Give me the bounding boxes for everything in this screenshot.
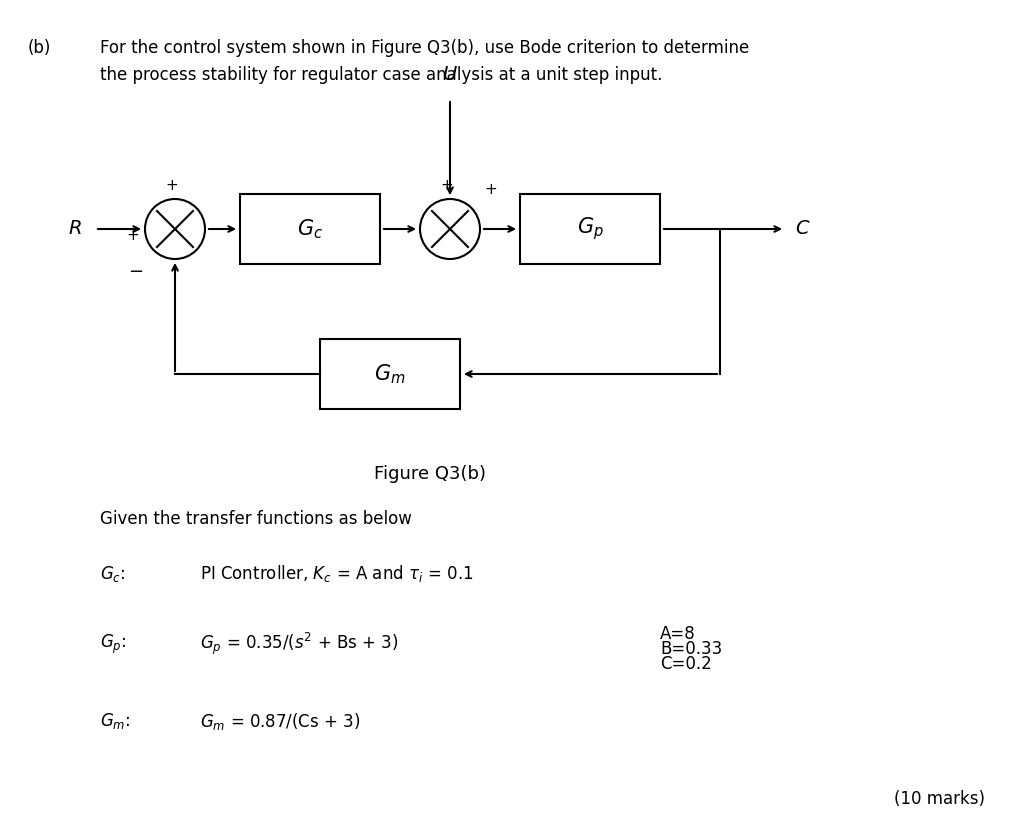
- Text: $G_m$:: $G_m$:: [100, 711, 130, 731]
- Text: $G_c$:: $G_c$:: [100, 564, 126, 584]
- Text: $G_p$: $G_p$: [577, 216, 603, 242]
- Text: B=0.33: B=0.33: [660, 640, 722, 658]
- Text: $G_m$: $G_m$: [375, 362, 406, 386]
- Text: +: +: [126, 227, 139, 242]
- Text: Given the transfer functions as below: Given the transfer functions as below: [100, 510, 412, 528]
- Text: (b): (b): [28, 39, 51, 57]
- Bar: [240, 194, 380, 264]
- Text: $R$: $R$: [69, 220, 82, 238]
- Text: the process stability for regulator case analysis at a unit step input.: the process stability for regulator case…: [100, 66, 663, 84]
- Text: PI Controller, $K_c$ = A and $\tau_i$ = 0.1: PI Controller, $K_c$ = A and $\tau_i$ = …: [200, 564, 474, 585]
- Text: For the control system shown in Figure Q3(b), use Bode criterion to determine: For the control system shown in Figure Q…: [100, 39, 750, 57]
- Circle shape: [145, 199, 205, 259]
- Text: $G_p$ = 0.35/($s^2$ + Bs + 3): $G_p$ = 0.35/($s^2$ + Bs + 3): [200, 631, 398, 657]
- Bar: [520, 194, 660, 264]
- Text: +: +: [484, 182, 497, 197]
- Text: A=8: A=8: [660, 625, 695, 643]
- Circle shape: [420, 199, 480, 259]
- Text: $G_m$ = 0.87/(Cs + 3): $G_m$ = 0.87/(Cs + 3): [200, 711, 360, 732]
- Bar: [319, 339, 460, 409]
- Text: +: +: [166, 178, 178, 193]
- Text: $G_p$:: $G_p$:: [100, 633, 127, 655]
- Text: $U$: $U$: [442, 65, 458, 84]
- Text: (10 marks): (10 marks): [895, 790, 985, 808]
- Text: C=0.2: C=0.2: [660, 655, 712, 673]
- Text: +: +: [440, 178, 454, 193]
- Text: −: −: [128, 263, 143, 281]
- Text: $G_c$: $G_c$: [297, 217, 323, 241]
- Text: Figure Q3(b): Figure Q3(b): [374, 465, 486, 483]
- Text: $C$: $C$: [795, 220, 811, 238]
